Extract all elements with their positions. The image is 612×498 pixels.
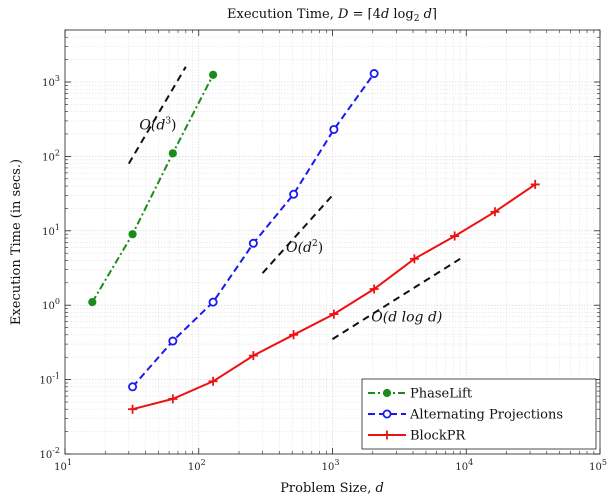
data-point-alternating-projections	[329, 124, 339, 134]
legend-entry-alternating-projections: Alternating Projections	[368, 408, 563, 423]
x-tick-exp: 2	[201, 458, 206, 467]
y-tick-base: 10	[39, 450, 52, 461]
data-point-alternating-projections	[369, 69, 379, 79]
data-point-blockpr	[490, 207, 500, 217]
y-tick-exp: -1	[52, 372, 60, 381]
legend-entry-phaselift: PhaseLift	[368, 387, 473, 402]
legend-marker-phaselift	[382, 388, 392, 398]
legend-label-alternating-projections: Alternating Projections	[409, 408, 563, 423]
x-tick-label: 104	[455, 458, 473, 473]
y-tick-exp: 3	[55, 74, 60, 83]
reference-lines	[127, 66, 461, 340]
data-point-blockpr	[329, 309, 339, 319]
data-point-alternating-projections	[289, 189, 299, 199]
annotation-exp: 2	[312, 239, 318, 249]
data-point-phaselift	[168, 149, 177, 158]
y-axis-label: Execution Time (in secs.)	[9, 159, 24, 325]
chart-title: Execution Time, D = ⌈4d log2 d⌉	[227, 7, 437, 24]
y-tick-label: 100	[42, 297, 60, 312]
data-point-blockpr	[248, 351, 258, 361]
data-point-blockpr	[409, 254, 419, 264]
data-point-phaselift	[208, 70, 218, 79]
series-group	[88, 69, 540, 414]
series-line-phaselift	[91, 74, 214, 303]
y-tick-base: 10	[42, 227, 55, 238]
reference-line	[331, 257, 461, 340]
y-tick-base: 10	[39, 376, 52, 387]
y-tick-label: 102	[42, 148, 60, 163]
x-axis-label: Problem Size, d	[280, 481, 384, 496]
data-point-blockpr	[289, 330, 299, 340]
y-tick-base: 10	[42, 301, 55, 312]
annotation-close: )	[171, 117, 176, 133]
x-tick-label: 101	[54, 458, 72, 473]
x-tick-exp: 4	[468, 458, 473, 467]
legend-label-blockpr: BlockPR	[410, 429, 466, 444]
y-tick-label: 103	[42, 74, 60, 89]
x-tick-base: 10	[589, 462, 602, 473]
data-point-blockpr	[369, 284, 379, 294]
data-point-blockpr	[208, 376, 218, 386]
y-tick-label: 10-1	[39, 372, 60, 387]
x-tick-label: 103	[322, 458, 340, 473]
series-blockpr	[128, 179, 540, 414]
legend: PhaseLift Alternating Projections BlockPR	[361, 378, 597, 450]
data-point-phaselift	[128, 230, 137, 239]
legend-label-phaselift: PhaseLift	[410, 387, 473, 402]
annotation-body: (d	[298, 240, 312, 256]
y-tick-exp: 0	[55, 297, 60, 306]
y-tick-base: 10	[42, 78, 55, 89]
x-tick-base: 10	[322, 462, 335, 473]
x-tick-base: 10	[188, 462, 201, 473]
data-point-blockpr	[128, 404, 138, 414]
data-point-blockpr	[530, 179, 540, 189]
slope-annotation: O(d2)	[286, 239, 323, 256]
legend-marker-alternating-projections	[382, 409, 392, 419]
y-tick-exp: -2	[52, 446, 60, 455]
x-tick-base: 10	[455, 462, 468, 473]
y-tick-base: 10	[42, 152, 55, 163]
annotation-body: (d	[151, 117, 165, 133]
reference-line	[127, 66, 187, 165]
x-tick-exp: 3	[334, 458, 339, 467]
x-tick-exp: 5	[602, 458, 607, 467]
data-point-alternating-projections	[168, 336, 178, 346]
reference-line	[261, 194, 334, 274]
y-tick-label: 101	[42, 223, 60, 238]
data-point-alternating-projections	[208, 297, 218, 307]
slope-annotation: O(d log d)	[371, 310, 442, 326]
x-tick-base: 10	[54, 462, 67, 473]
data-point-blockpr	[168, 394, 178, 404]
annotation-exp: 3	[165, 116, 171, 126]
slope-annotation: O(d3)	[139, 116, 176, 133]
y-tick-label: 10-2	[39, 446, 60, 461]
data-point-blockpr	[450, 231, 460, 241]
legend-entry-blockpr: BlockPR	[368, 429, 466, 444]
series-alternating-projections	[128, 69, 379, 392]
x-tick-exp: 1	[67, 458, 72, 467]
y-tick-exp: 2	[55, 148, 60, 157]
x-tick-label: 105	[589, 458, 607, 473]
legend-marker-blockpr	[382, 430, 392, 440]
annotation-symbol: O	[139, 117, 151, 133]
y-tick-exp: 1	[55, 223, 60, 232]
data-point-alternating-projections	[128, 382, 138, 392]
grid	[64, 29, 600, 455]
data-point-alternating-projections	[248, 238, 258, 248]
x-tick-label: 102	[188, 458, 206, 473]
annotations: O(d3)O(d2)O(d log d)	[139, 116, 442, 325]
annotation-symbol: O	[371, 310, 383, 326]
annotation-symbol: O	[286, 240, 298, 256]
annotation-body: (d log d)	[383, 310, 443, 326]
series-phaselift	[88, 70, 218, 307]
data-point-phaselift	[88, 298, 97, 307]
annotation-close: )	[318, 240, 323, 256]
